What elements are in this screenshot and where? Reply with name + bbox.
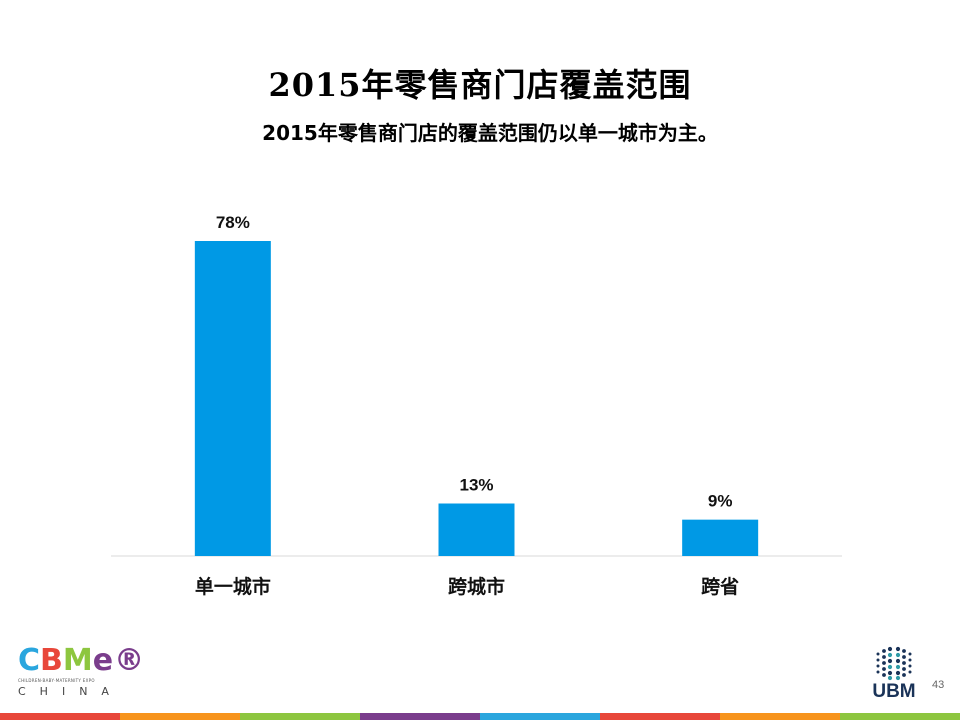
ubm-dots-icon xyxy=(876,646,912,681)
cbme-logo-letter-c: C xyxy=(18,643,41,678)
ubm-dot xyxy=(876,670,880,674)
ubm-dot xyxy=(902,655,906,659)
bar-chart: 78% 13% 9% 单一城市 跨城市 跨省 xyxy=(111,213,842,598)
ubm-dot xyxy=(887,675,893,681)
bar-value-label-1: 78% xyxy=(216,213,250,232)
footer-strip-segment xyxy=(360,713,480,720)
ubm-dot xyxy=(895,652,901,658)
bar-value-label-2: 13% xyxy=(459,476,493,495)
footer-color-strip xyxy=(0,713,960,720)
bar-2 xyxy=(438,503,515,556)
cbme-logo-tagline: CHILDREN·BABY·MATERNITY EXPO xyxy=(18,678,95,683)
ubm-dot xyxy=(882,667,886,671)
ubm-dot xyxy=(882,673,886,677)
footer-strip-segment xyxy=(720,713,840,720)
ubm-dot xyxy=(908,658,912,662)
ubm-dot xyxy=(882,649,886,653)
category-label-3: 跨省 xyxy=(701,576,739,598)
bar-1 xyxy=(194,241,271,556)
ubm-dot xyxy=(902,667,906,671)
footer-strip-segment xyxy=(120,713,240,720)
footer-strip-segment xyxy=(480,713,600,720)
ubm-dot xyxy=(882,655,886,659)
slide-title: 2015年零售商门店覆盖范围 xyxy=(268,66,692,104)
ubm-dot xyxy=(895,670,901,676)
cbme-logo-letter-m: M xyxy=(62,643,93,678)
slide-subtitle: 2015年零售商门店的覆盖范围仍以单一城市为主。 xyxy=(262,121,718,145)
ubm-dot xyxy=(895,646,901,652)
category-label-1: 单一城市 xyxy=(195,575,271,598)
ubm-dot xyxy=(887,658,893,664)
ubm-dot xyxy=(908,652,912,656)
ubm-dot xyxy=(908,670,912,674)
ubm-dot xyxy=(887,646,893,652)
footer-strip-segment xyxy=(0,713,120,720)
footer-strip-segment xyxy=(240,713,360,720)
ubm-dot xyxy=(895,658,901,664)
ubm-dot xyxy=(882,661,886,665)
cbme-logo-letter-e: e xyxy=(92,643,114,678)
ubm-logo-text: UBM xyxy=(872,681,916,702)
ubm-dot xyxy=(902,661,906,665)
page-number: 43 xyxy=(932,679,945,691)
ubm-dot xyxy=(895,664,901,670)
footer-strip-segment xyxy=(600,713,720,720)
ubm-dot xyxy=(902,673,906,677)
bar-value-label-3: 9% xyxy=(708,492,733,511)
cbme-logo-region: CHINA xyxy=(18,685,123,698)
ubm-dot xyxy=(895,675,901,681)
ubm-dot xyxy=(876,658,880,662)
footer-strip-segment xyxy=(840,713,960,720)
ubm-dot xyxy=(887,664,893,670)
ubm-dot xyxy=(876,652,880,656)
cbme-logo-letter-b: B xyxy=(40,643,63,678)
category-label-2: 跨城市 xyxy=(448,575,505,598)
cbme-logo: C B M e ® CHILDREN·BABY·MATERNITY EXPO C… xyxy=(18,643,144,706)
ubm-dot xyxy=(908,664,912,668)
ubm-dot xyxy=(887,670,893,676)
ubm-dot xyxy=(876,664,880,668)
ubm-dot xyxy=(887,652,893,658)
ubm-dot xyxy=(902,649,906,653)
registered-mark: ® xyxy=(114,643,145,678)
bar-3 xyxy=(682,519,759,556)
ubm-logo: UBM xyxy=(864,646,924,710)
